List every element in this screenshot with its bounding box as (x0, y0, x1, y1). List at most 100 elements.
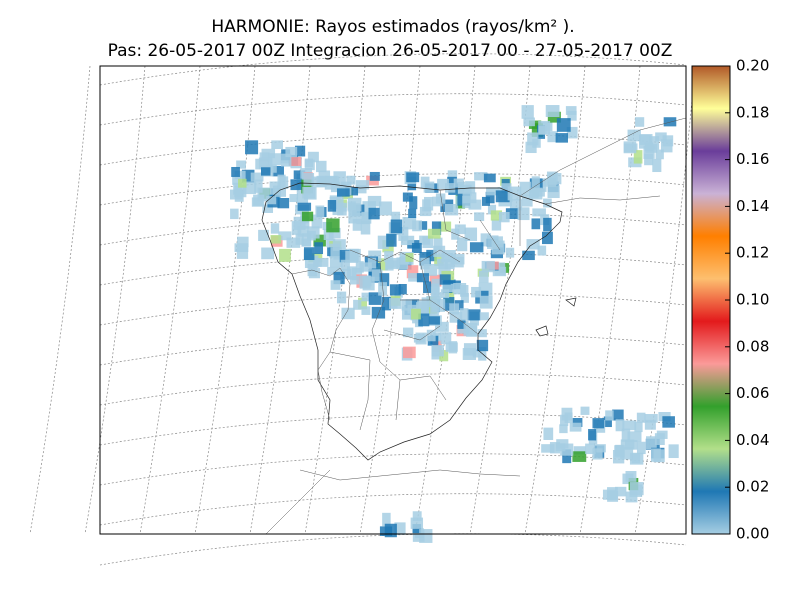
lightning-cell (605, 410, 614, 421)
lightning-cell (547, 131, 558, 143)
lightning-cell (270, 223, 280, 234)
lightning-cell (471, 286, 482, 298)
lightning-cell (588, 429, 597, 441)
lightning-cell (522, 250, 535, 261)
lightning-cell (368, 207, 380, 220)
lightning-cell (559, 424, 568, 434)
lightning-cell (477, 329, 487, 338)
lightning-cell (454, 224, 466, 235)
lightning-cell (329, 196, 344, 209)
lightning-cell (410, 517, 424, 529)
lightning-cell (627, 431, 642, 442)
lightning-cell (444, 204, 459, 216)
lightning-cell (439, 274, 451, 285)
lightning-cell (297, 202, 312, 211)
lightning-cell (412, 511, 422, 522)
lightning-cell (347, 197, 362, 212)
lightning-cell (361, 292, 370, 302)
lightning-cell (258, 229, 269, 241)
lightning-cell (521, 194, 533, 207)
lightning-cell (509, 199, 523, 211)
lightning-cell (378, 201, 392, 216)
lightning-cell (460, 293, 469, 303)
lightning-cell (332, 239, 346, 251)
lightning-cell (347, 266, 357, 280)
lightning-cell (259, 152, 270, 162)
lightning-cell (348, 211, 357, 224)
graticule-line (99, 213, 687, 246)
lightning-cell (352, 218, 362, 231)
graticule-line (99, 373, 687, 406)
lightning-cell (440, 289, 450, 299)
lightning-cell (654, 433, 665, 446)
lightning-cell (377, 235, 389, 249)
lightning-cell (501, 183, 512, 194)
lightning-cell (337, 202, 347, 212)
lightning-cell (476, 339, 489, 352)
lightning-cell (646, 436, 657, 450)
lightning-cell (494, 262, 506, 276)
lightning-cell (398, 283, 407, 295)
lightning-cell (441, 253, 453, 263)
lightning-cell (615, 419, 625, 432)
map (29, 53, 696, 566)
lightning-cell (474, 212, 485, 222)
lightning-cell (592, 418, 605, 429)
lightning-cell (236, 160, 246, 169)
lightning-cell (464, 227, 478, 241)
graticule-line (99, 253, 687, 286)
lightning-cell (412, 529, 425, 542)
lightning-cell (548, 173, 562, 185)
lightning-cell (398, 226, 409, 241)
lightning-cell (614, 486, 627, 497)
lightning-cell (662, 135, 674, 147)
lightning-cell (521, 105, 534, 119)
lightning-cell (542, 231, 553, 245)
lightning-cell (384, 251, 394, 263)
lightning-cell (479, 295, 493, 309)
lightning-cell (453, 178, 464, 188)
lightning-cell (250, 172, 264, 182)
lightning-cell (420, 257, 430, 270)
lightning-cell (450, 256, 464, 268)
lightning-cell (656, 430, 668, 439)
lightning-cell (556, 118, 571, 132)
lightning-cell (495, 190, 510, 203)
lightning-cell (333, 271, 345, 285)
lightning-cell (301, 211, 314, 222)
lightning-cell (394, 522, 406, 535)
lightning-cell (538, 120, 551, 135)
lightning-cell (233, 182, 243, 195)
colorbar-tick-label: 0.06 (736, 384, 769, 402)
lightning-cell (633, 150, 643, 164)
graticule-line (99, 533, 687, 566)
lightning-cell (379, 273, 390, 287)
lightning-cell (389, 298, 402, 309)
lightning-cell (662, 416, 675, 428)
lightning-cell (481, 196, 490, 206)
graticule-line (524, 65, 586, 535)
lightning-cell (431, 345, 444, 357)
lightning-cell (297, 226, 309, 237)
lightning-cell (523, 117, 535, 127)
lightning-cell (625, 440, 638, 450)
lightning-cell (527, 132, 539, 146)
lightning-cell (274, 188, 287, 197)
lightning-cell (405, 299, 420, 309)
coastline (265, 469, 521, 535)
lightning-cell (336, 291, 347, 304)
lightning-cell (447, 176, 457, 186)
lightning-cell (389, 284, 401, 296)
lightning-cell (431, 221, 442, 236)
lightning-cell (304, 159, 315, 171)
lightning-cell (277, 197, 290, 209)
lightning-cell (562, 449, 572, 464)
lightning-cell (462, 195, 471, 209)
coastline (261, 182, 563, 461)
graticule-line (99, 133, 687, 166)
lightning-cell (408, 208, 417, 218)
lightning-cell (572, 451, 587, 462)
lightning-cell (314, 257, 329, 267)
lightning-cell (301, 233, 312, 246)
lightning-cell (467, 309, 481, 321)
